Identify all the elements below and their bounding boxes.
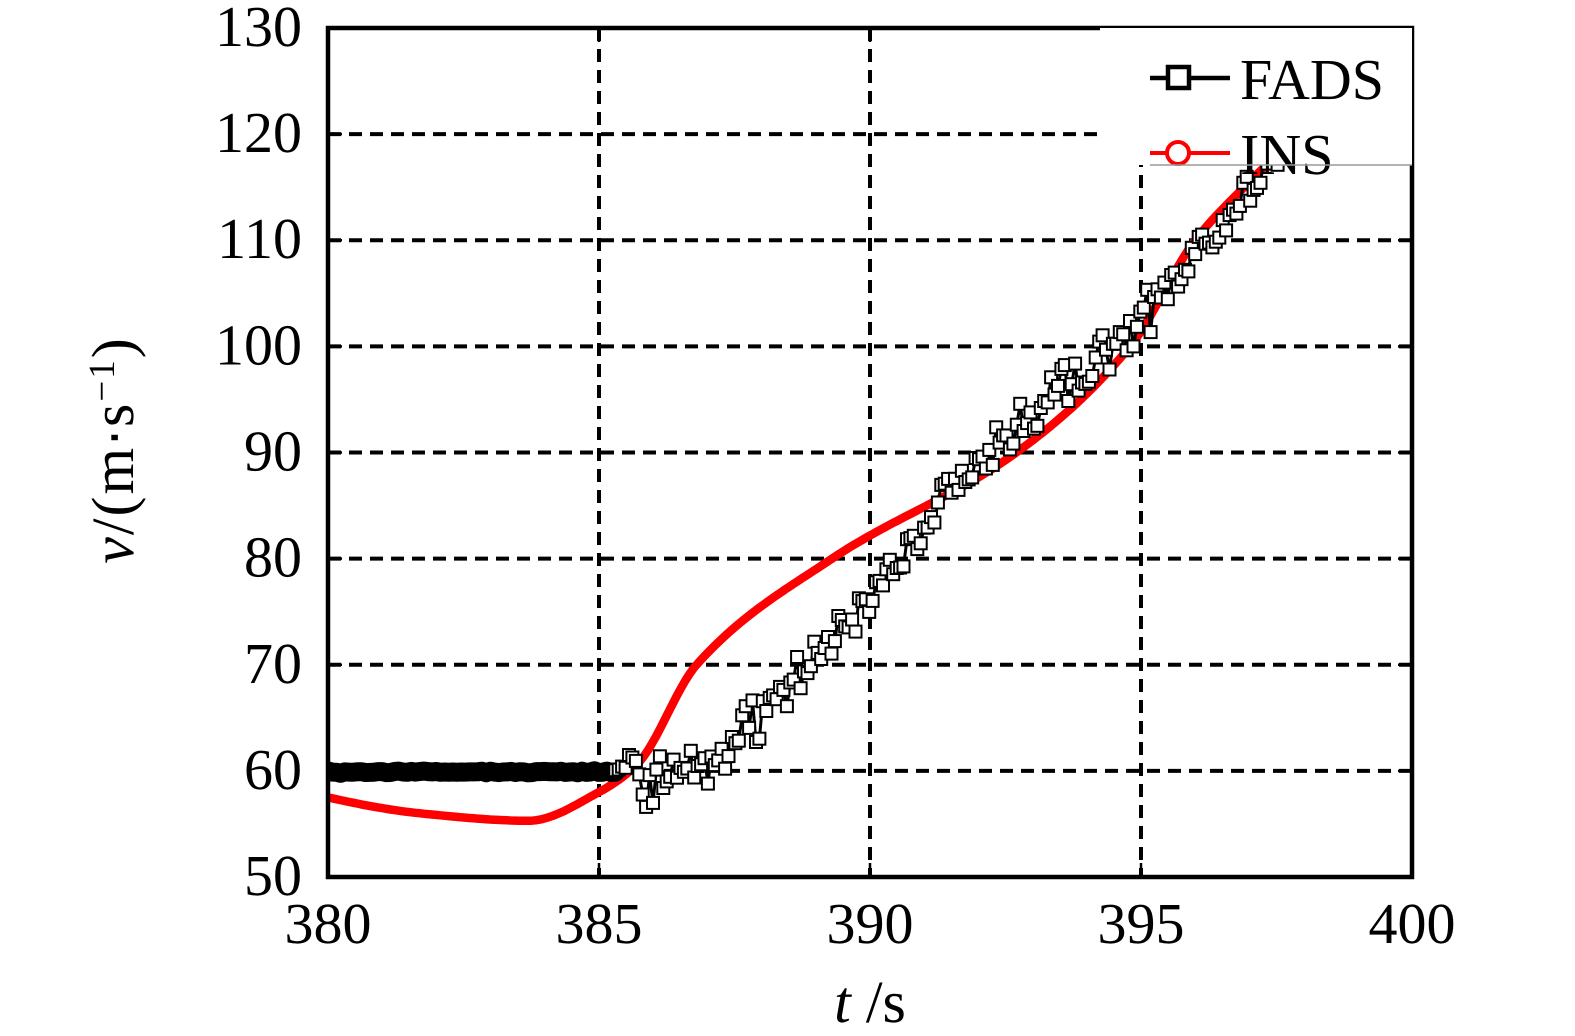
svg-text:100: 100 [215, 312, 302, 377]
svg-text:390: 390 [827, 891, 914, 956]
svg-text:t /s: t /s [834, 969, 906, 1035]
svg-text:50: 50 [244, 843, 302, 908]
svg-text:INS: INS [1240, 122, 1333, 187]
svg-text:FADS: FADS [1240, 47, 1384, 112]
svg-text:80: 80 [244, 525, 302, 590]
svg-text:110: 110 [217, 206, 302, 271]
svg-text:130: 130 [215, 0, 302, 59]
svg-text:120: 120 [215, 100, 302, 165]
svg-text:395: 395 [1098, 891, 1185, 956]
svg-text:400: 400 [1369, 891, 1456, 956]
svg-text:90: 90 [244, 419, 302, 484]
svg-text:385: 385 [556, 891, 643, 956]
svg-text:60: 60 [244, 737, 302, 802]
svg-text:70: 70 [244, 631, 302, 696]
